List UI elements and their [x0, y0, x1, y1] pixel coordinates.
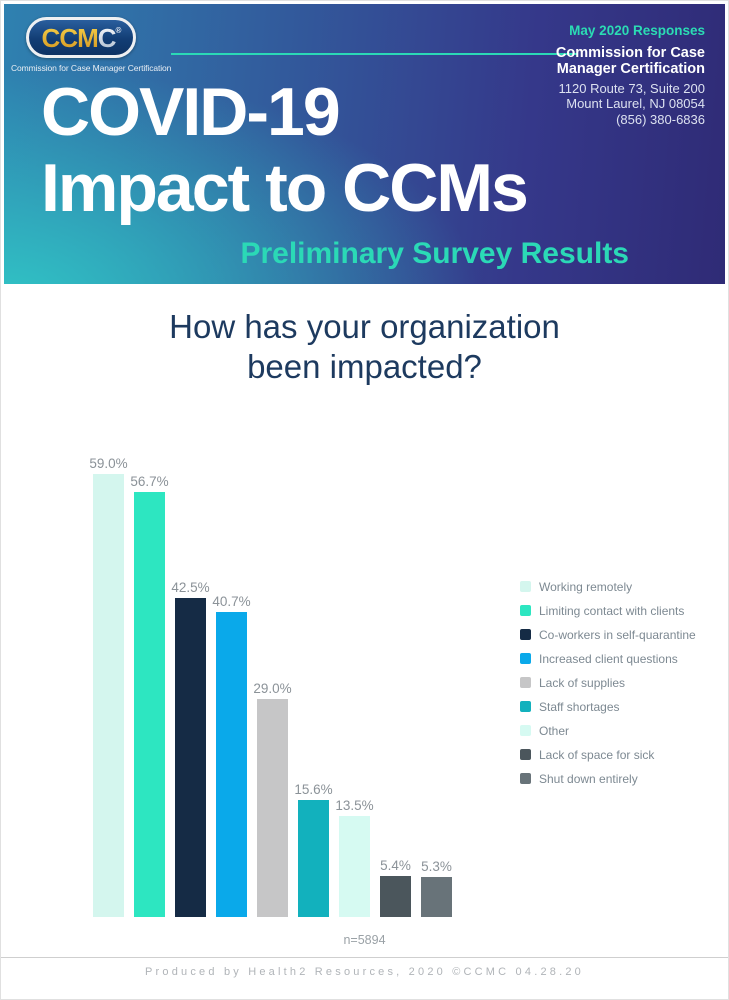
bar-column: 59.0% [89, 456, 128, 917]
ccmc-logo: CCMC® Commission for Case Manager Certif… [11, 17, 171, 73]
legend-swatch [520, 581, 531, 592]
bar [216, 612, 247, 917]
legend-label: Limiting contact with clients [539, 603, 685, 618]
logo-gold-letters: CCM [41, 22, 99, 53]
legend-item: Working remotely [520, 579, 696, 594]
legend-label: Lack of supplies [539, 675, 626, 690]
bar-value-label: 29.0% [253, 681, 292, 696]
bar-column: 15.6% [294, 782, 333, 917]
ccmc-logo-pill: CCMC® [26, 17, 136, 58]
bar-value-label: 5.3% [421, 859, 452, 874]
bar [93, 474, 124, 917]
subtitle: Preliminary Survey Results [240, 237, 629, 270]
contact-info: May 2020 Responses Commission for Case M… [556, 23, 705, 127]
phone-number: (856) 380-6836 [616, 111, 705, 127]
legend-item: Staff shortages [520, 699, 696, 714]
bar [380, 876, 411, 917]
org-name: Commission for Case Manager Certificatio… [555, 45, 705, 78]
bar-value-label: 59.0% [89, 456, 128, 471]
chart-legend: Working remotely Limiting contact with cl… [520, 579, 696, 795]
org-address: 1120 Route 73, Suite 200 Mount Laurel, N… [556, 80, 706, 127]
logo-caption: Commission for Case Manager Certificatio… [11, 63, 172, 73]
legend-swatch [520, 773, 531, 784]
bar-value-label: 5.4% [380, 858, 411, 873]
legend-label: Lack of space for sick [539, 747, 655, 762]
legend-swatch [520, 629, 531, 640]
bar [134, 492, 165, 917]
address-line1: 1120 Route 73, Suite 200 [558, 80, 706, 96]
bar [257, 699, 288, 917]
legend-item: Shut down entirely [520, 771, 696, 786]
address-line2: Mount Laurel, NJ 08054 [566, 96, 705, 112]
main-title-line2: Impact to CCMs [41, 150, 529, 226]
teal-divider-line [171, 53, 578, 55]
bar [175, 598, 206, 917]
credit-line: Produced by Health2 Resources, 2020 ©CCM… [145, 966, 584, 978]
legend-item: Limiting contact with clients [520, 603, 696, 618]
main-title-line1: COVID-19 [41, 74, 341, 150]
bar-chart: 59.0% 56.7% 42.5% 40.7% 29.0% 15.6% 13.5% 5.4% 5… [89, 456, 452, 917]
legend-swatch [520, 605, 531, 616]
legend-label: Co-workers in self-quarantine [539, 627, 696, 642]
chart-question-title: How has your organization been impacted? [169, 308, 560, 386]
bar-column: 29.0% [253, 681, 292, 917]
legend-swatch [520, 677, 531, 688]
bar-column: 40.7% [212, 594, 251, 917]
legend-label: Increased client questions [539, 651, 678, 666]
legend-swatch [520, 725, 531, 736]
bar-column: 5.4% [380, 858, 411, 917]
bar-column: 13.5% [335, 798, 374, 917]
bar-column: 42.5% [171, 580, 210, 917]
bar-value-label: 15.6% [294, 782, 333, 797]
legend-swatch [520, 701, 531, 712]
legend-label: Shut down entirely [539, 771, 638, 786]
bar-column: 5.3% [421, 859, 452, 917]
header-banner: CCMC® Commission for Case Manager Certif… [4, 4, 725, 284]
bar [421, 877, 452, 917]
org-name-line1: Commission for Case [555, 45, 705, 61]
legend-swatch [520, 749, 531, 760]
legend-label: Working remotely [539, 579, 633, 594]
bar-column: 56.7% [130, 474, 169, 917]
ccmc-logo-text: CCMC® [41, 22, 122, 53]
footer-divider [1, 957, 728, 958]
bar [339, 816, 370, 917]
legend-item: Lack of space for sick [520, 747, 696, 762]
bar-value-label: 40.7% [212, 594, 251, 609]
bar [298, 800, 329, 917]
legend-item: Other [520, 723, 696, 738]
bar-value-label: 13.5% [335, 798, 374, 813]
legend-item: Co-workers in self-quarantine [520, 627, 696, 642]
legend-label: Staff shortages [539, 699, 620, 714]
org-name-line2: Manager Certification [556, 60, 705, 77]
legend-item: Increased client questions [520, 651, 696, 666]
legend-item: Lack of supplies [520, 675, 696, 690]
sample-size: n=5894 [343, 933, 386, 947]
legend-label: Other [539, 723, 570, 738]
responses-badge: May 2020 Responses [569, 23, 705, 38]
legend-swatch [520, 653, 531, 664]
bar-value-label: 42.5% [171, 580, 210, 595]
bar-value-label: 56.7% [130, 474, 169, 489]
registered-mark: ® [115, 25, 122, 35]
logo-silver-letter: C [97, 22, 117, 53]
